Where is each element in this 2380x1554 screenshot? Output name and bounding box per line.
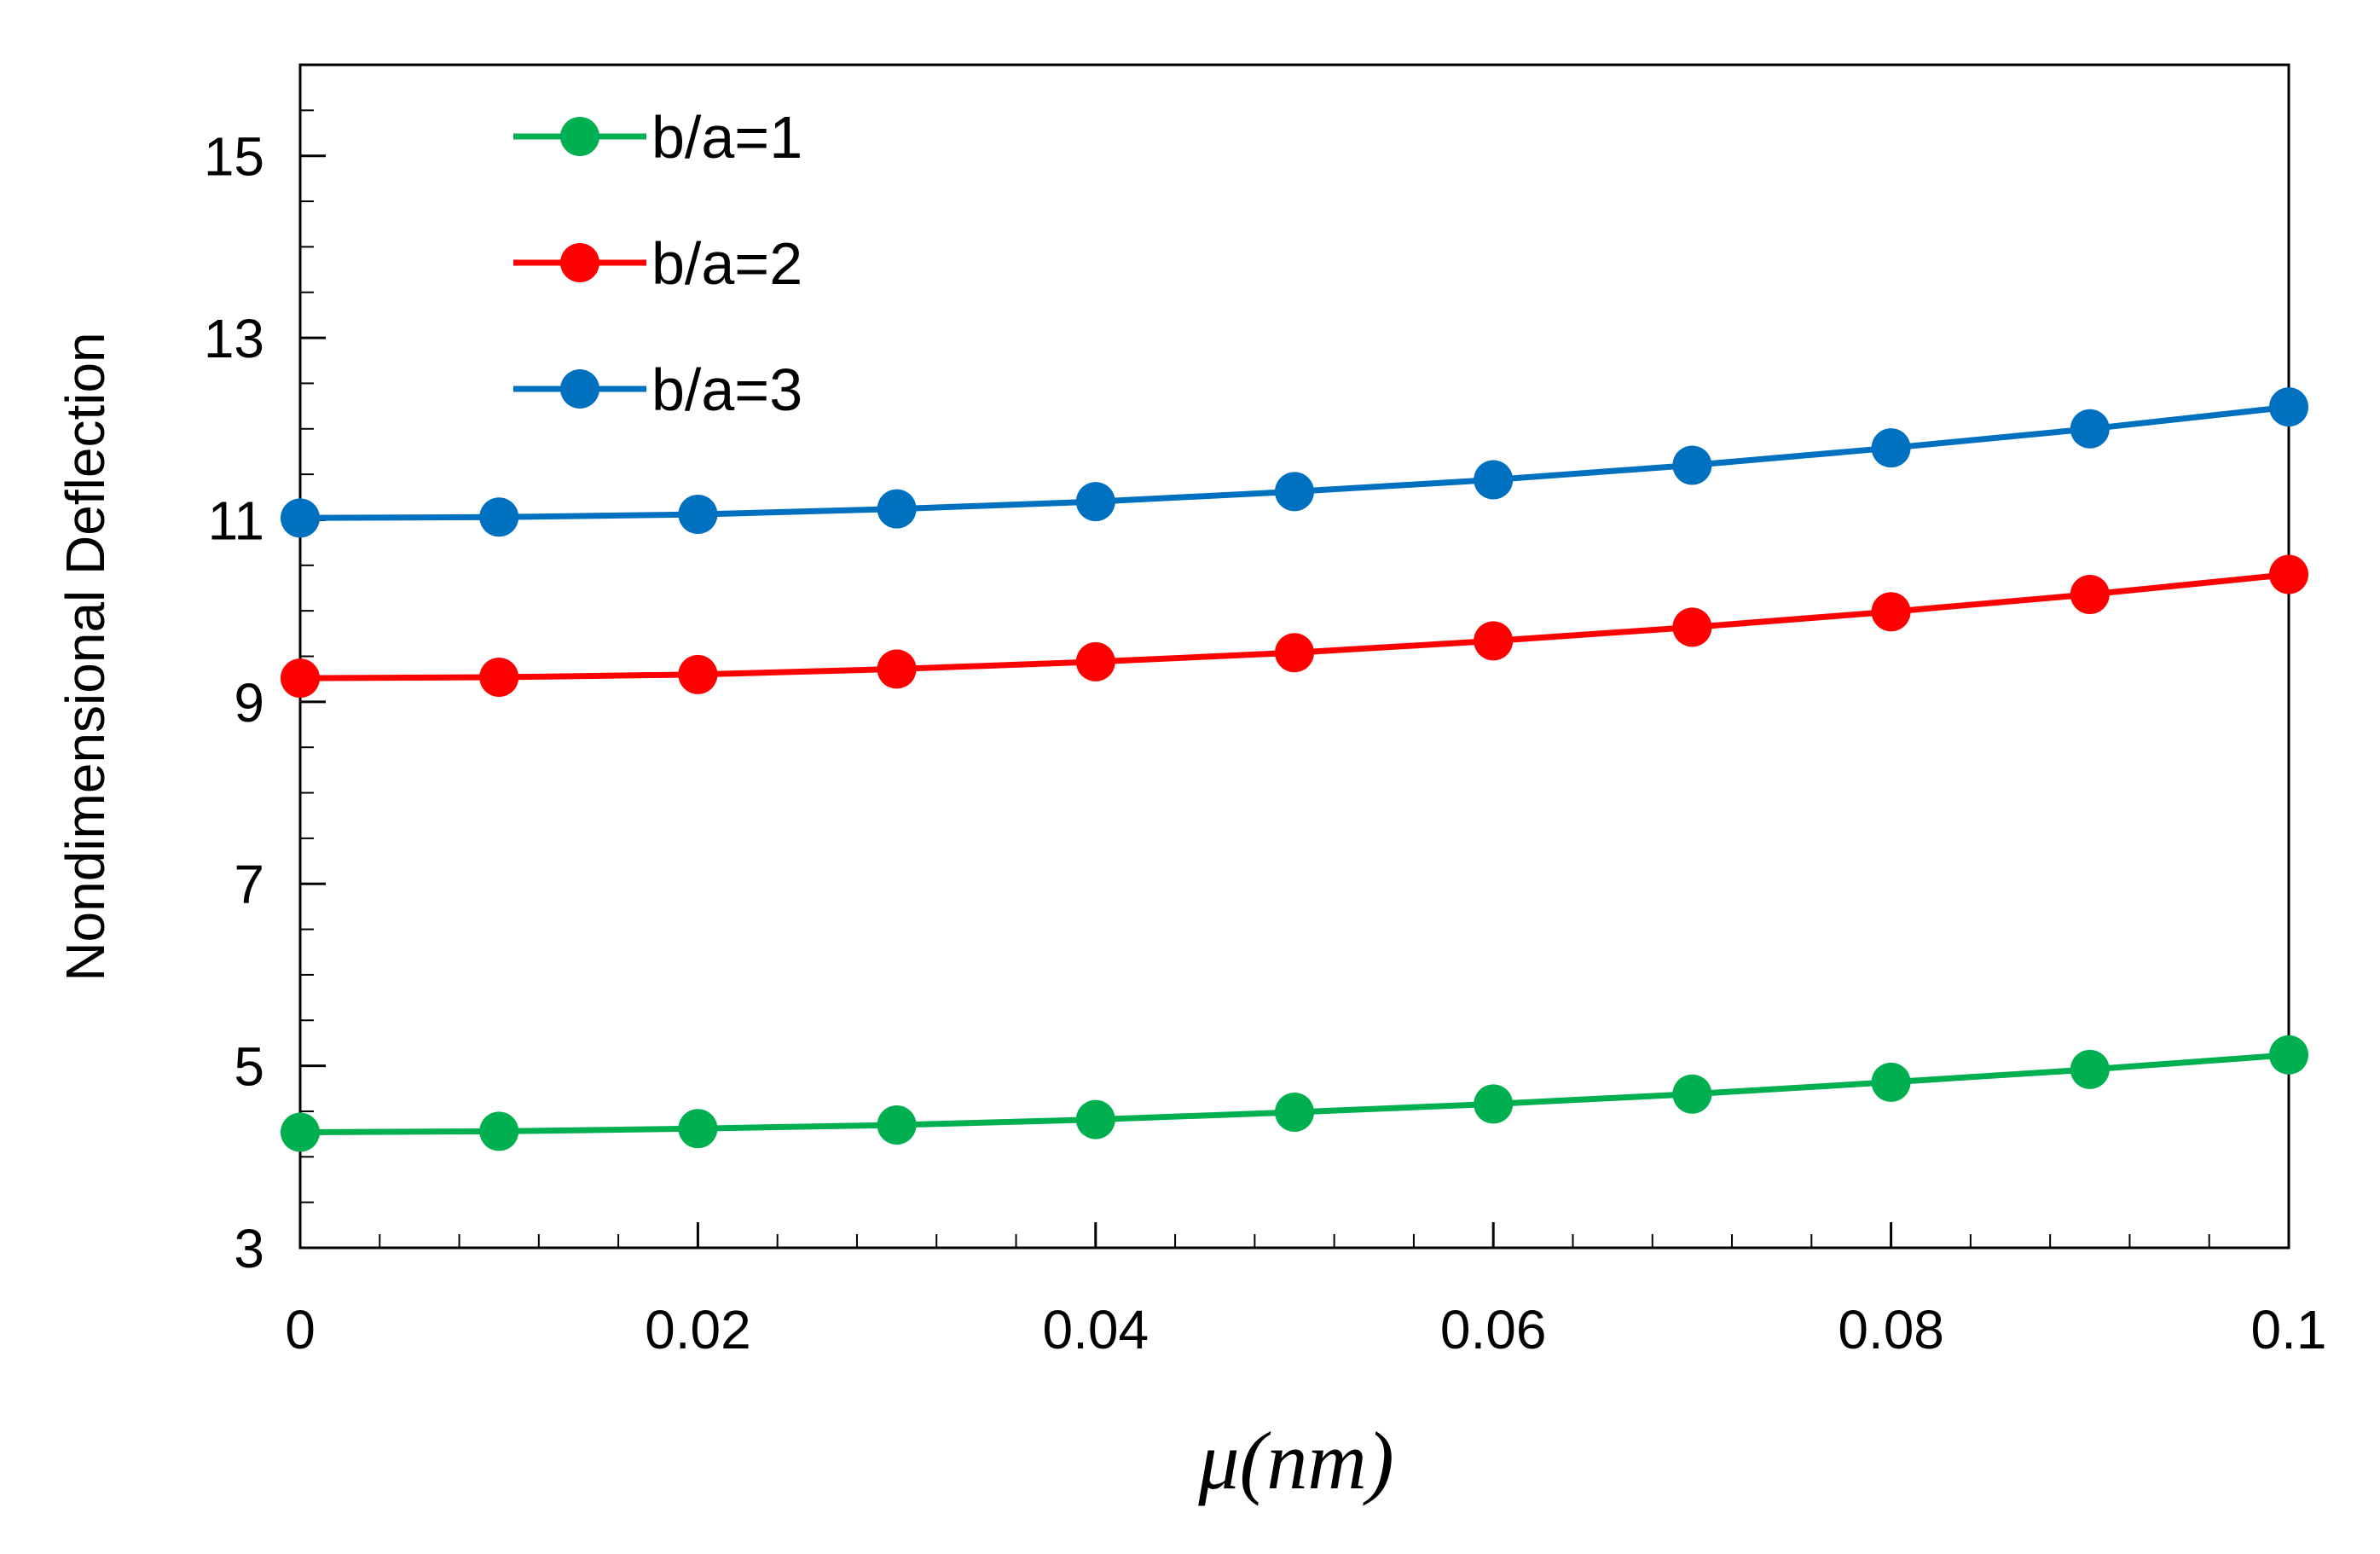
data-point <box>1474 460 1514 500</box>
y-tick-label: 15 <box>204 126 264 188</box>
data-point <box>479 658 519 698</box>
data-point <box>2070 574 2110 614</box>
y-tick-label: 11 <box>208 490 264 551</box>
data-point <box>1672 607 1712 647</box>
series-layer <box>281 387 2308 1152</box>
data-point <box>281 1112 320 1152</box>
x-tick-label: 0.08 <box>1838 1299 1944 1360</box>
data-point <box>1075 641 1115 681</box>
data-point <box>1672 1074 1712 1114</box>
y-tick-label: 5 <box>234 1036 264 1098</box>
data-point <box>1275 1093 1314 1133</box>
data-point <box>2269 387 2308 427</box>
series-2 <box>281 554 2308 699</box>
series-1 <box>281 1035 2308 1152</box>
data-point <box>479 1111 519 1151</box>
y-tick-label: 9 <box>234 672 264 734</box>
x-tick-label: 0.1 <box>2251 1299 2327 1360</box>
data-point <box>479 497 519 537</box>
legend-item: b/a=2 <box>513 230 802 297</box>
legend-marker <box>560 369 599 409</box>
x-tick-label: 0 <box>285 1299 316 1360</box>
legend-marker <box>560 117 599 156</box>
data-point <box>1871 428 1911 468</box>
x-tick-label: 0.02 <box>645 1299 751 1360</box>
data-point <box>877 489 917 529</box>
data-point <box>1672 445 1712 485</box>
data-point <box>1275 633 1314 673</box>
data-point <box>2070 1049 2110 1089</box>
data-point <box>1075 1099 1115 1139</box>
legend: b/a=1 b/a=2 b/a=3 <box>513 104 802 423</box>
series-3 <box>281 387 2308 538</box>
data-point <box>1275 472 1314 512</box>
major-ticks <box>298 154 2290 1250</box>
data-point <box>1474 621 1514 661</box>
data-point <box>1474 1084 1514 1124</box>
data-point <box>678 495 718 535</box>
minor-ticks <box>299 64 2290 1249</box>
x-tick-label: 0.04 <box>1043 1299 1149 1360</box>
data-point <box>678 1109 718 1149</box>
y-tick-label: 13 <box>204 308 264 369</box>
data-point <box>281 498 320 538</box>
legend-item: b/a=3 <box>513 357 802 423</box>
data-point <box>1871 1062 1911 1102</box>
legend-item: b/a=1 <box>513 104 802 171</box>
data-point <box>678 654 718 694</box>
y-tick-label: 7 <box>234 854 264 915</box>
data-point <box>2269 554 2308 594</box>
data-point <box>877 1105 917 1145</box>
legend-label: b/a=1 <box>651 104 802 171</box>
y-tick-label: 3 <box>234 1218 264 1279</box>
y-axis-label: Nondimensional Deflection <box>55 332 116 981</box>
x-tick-labels: 0 0.02 0.04 0.06 0.08 0.1 <box>285 1299 2326 1360</box>
legend-label: b/a=2 <box>651 230 802 297</box>
data-point <box>1871 592 1911 632</box>
data-point <box>1075 482 1115 522</box>
x-axis-label: μ(nm) <box>1197 1415 1393 1506</box>
data-point <box>877 649 917 689</box>
data-point <box>2269 1035 2308 1075</box>
y-tick-labels: 3 5 7 9 11 13 15 <box>204 126 264 1279</box>
data-point <box>281 658 320 699</box>
x-tick-label: 0.06 <box>1440 1299 1547 1360</box>
data-point <box>2070 409 2110 449</box>
legend-label: b/a=3 <box>651 357 802 423</box>
legend-marker <box>560 243 599 282</box>
